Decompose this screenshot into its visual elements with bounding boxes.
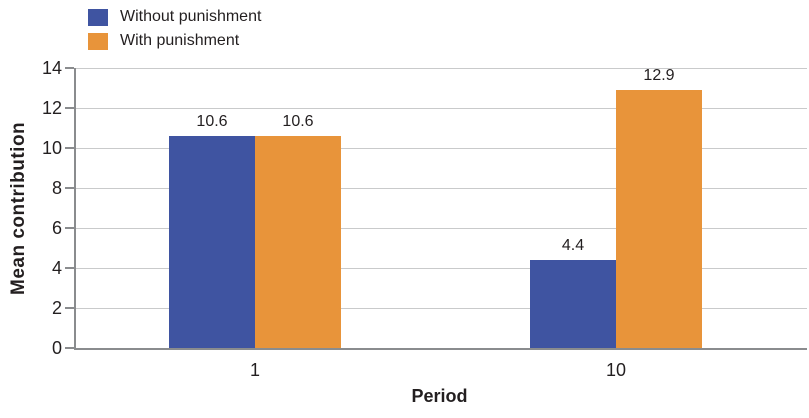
plot-area: 0 2 4 6 8 10 12 14 10.6 10.6 1 4.4 12.9 10 [42, 58, 807, 380]
x-axis-title: Period [411, 386, 468, 406]
y-axis-tick-label: 12 [41, 98, 62, 118]
bar-value-label: 12.9 [643, 67, 675, 84]
y-axis-tick [65, 267, 74, 269]
bar-with-punishment-period-10 [616, 90, 702, 348]
y-axis-tick [65, 307, 74, 309]
gridline [76, 148, 807, 149]
gridline [76, 268, 807, 269]
y-axis-tick-label: 0 [51, 338, 62, 358]
legend-item-without-punishment: Without punishment [88, 5, 261, 29]
legend: Without punishment With punishment [88, 5, 261, 53]
gridline [76, 308, 807, 309]
gridline [76, 68, 807, 69]
y-axis-tick [65, 347, 74, 349]
y-axis-tick [65, 147, 74, 149]
y-axis-tick-label: 14 [41, 58, 62, 78]
legend-label: With punishment [120, 32, 240, 49]
x-axis-tick-label-1: 1 [249, 360, 260, 380]
legend-label: Without punishment [120, 8, 262, 25]
y-axis-tick-label: 4 [51, 258, 62, 278]
gridline [76, 188, 807, 189]
bar-value-label: 4.4 [561, 237, 585, 254]
x-axis-tick-label-10: 10 [605, 360, 627, 380]
bar-value-label: 10.6 [196, 113, 228, 130]
bar-value-label: 10.6 [282, 113, 314, 130]
y-axis-tick [65, 67, 74, 69]
y-axis-tick-label: 10 [41, 138, 62, 158]
legend-item-with-punishment: With punishment [88, 29, 261, 53]
legend-swatch-with-punishment [88, 32, 108, 50]
legend-swatch-without-punishment [88, 8, 108, 26]
y-axis-tick-label: 8 [51, 178, 62, 198]
gridline [76, 108, 807, 109]
y-axis-tick-label: 6 [51, 218, 62, 238]
bar-with-punishment-period-1 [255, 136, 341, 348]
y-axis-tick [65, 227, 74, 229]
y-axis-tick-label: 2 [51, 298, 62, 318]
bar-without-punishment-period-1 [169, 136, 255, 348]
bar-without-punishment-period-10 [530, 260, 616, 348]
gridline [76, 228, 807, 229]
y-axis-tick [65, 187, 74, 189]
y-axis-tick [65, 107, 74, 109]
